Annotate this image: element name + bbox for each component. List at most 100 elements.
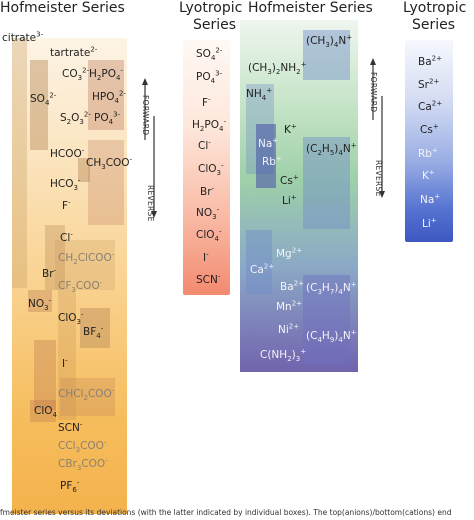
anion-lyotropic-title-line2: Series bbox=[193, 17, 237, 33]
anion-label: NO3- bbox=[196, 205, 220, 222]
anion-label: SCN- bbox=[196, 272, 221, 286]
anion-label: ClO3- bbox=[198, 161, 224, 178]
cation-lyotropic-column bbox=[405, 40, 453, 242]
anion-hofmeister-column bbox=[12, 38, 127, 514]
anion-label: HCO3- bbox=[50, 176, 81, 193]
anion-label: H2PO4- bbox=[192, 117, 226, 134]
anion-label: CH3COO- bbox=[86, 155, 133, 172]
cation-label: K+ bbox=[422, 168, 435, 182]
deviation-box bbox=[88, 140, 124, 225]
deviation-box bbox=[12, 38, 27, 288]
deviation-box bbox=[60, 378, 115, 416]
anion-label: ClO4- bbox=[196, 227, 222, 244]
anion-label: NO3- bbox=[28, 296, 52, 313]
cation-label: (CH3)2NH2+ bbox=[248, 60, 307, 77]
deviation-box bbox=[303, 137, 350, 229]
cation-lyotropic-title-line2: Series bbox=[412, 17, 456, 33]
anion-label: citrate3- bbox=[2, 30, 44, 44]
figure-caption: fmeister series versus its deviations (w… bbox=[0, 508, 452, 517]
cation-label: Rb+ bbox=[262, 154, 282, 168]
deviation-box bbox=[30, 400, 56, 422]
cation-label: C(NH2)3+ bbox=[260, 347, 307, 364]
cation-lyotropic-title-line1: Lyotropic bbox=[403, 0, 467, 16]
deviation-box bbox=[303, 30, 350, 80]
anion-label: I- bbox=[203, 250, 209, 264]
forward-arrow-head bbox=[142, 78, 148, 85]
anion-label: I- bbox=[62, 356, 68, 370]
cation-label: NH4+ bbox=[246, 86, 273, 103]
anion-label: PF6- bbox=[60, 478, 80, 495]
reverse-label-cation: REVERSE bbox=[374, 160, 383, 197]
forward-label-anion: FORWARD bbox=[141, 95, 150, 136]
deviation-box bbox=[256, 124, 276, 188]
deviation-box bbox=[78, 158, 90, 182]
anion-label: CHCl2COO- bbox=[58, 386, 115, 403]
deviation-box bbox=[34, 340, 56, 410]
cation-label: Ca2+ bbox=[418, 99, 443, 113]
anion-lyotropic-column bbox=[183, 40, 230, 295]
anion-label: SO42- bbox=[30, 91, 57, 108]
anion-label: CCl3COO- bbox=[58, 438, 107, 455]
anion-label: SCN- bbox=[58, 420, 83, 434]
cation-label: (CH3)4N+ bbox=[306, 33, 353, 50]
cation-label: Na+ bbox=[258, 136, 279, 150]
cation-label: Cs+ bbox=[280, 173, 299, 187]
cation-hofmeister-title: Hofmeister Series bbox=[248, 0, 373, 16]
anion-label: CH2ClCOO- bbox=[58, 250, 115, 267]
anion-label: HCOO- bbox=[50, 146, 85, 160]
anion-label: CBr3COO- bbox=[58, 456, 108, 473]
anion-hofmeister-title: Hofmeister Series bbox=[0, 0, 125, 16]
anion-label: F- bbox=[62, 198, 71, 212]
anion-lyotropic-title-line1: Lyotropic bbox=[179, 0, 243, 16]
cation-label: Mg2+ bbox=[276, 246, 303, 260]
anion-label: PO43- bbox=[196, 69, 223, 86]
anion-label: SO42- bbox=[196, 46, 223, 63]
forward-label-cation: FORWARD bbox=[369, 72, 378, 113]
cation-label: Li+ bbox=[282, 193, 297, 207]
deviation-box bbox=[246, 230, 272, 294]
reverse-label-anion: REVERSE bbox=[146, 185, 155, 222]
deviation-box bbox=[55, 240, 115, 290]
anion-label: Cl- bbox=[60, 230, 73, 244]
anion-label: S2O32- bbox=[60, 110, 91, 127]
cation-label: (C4H9)4N+ bbox=[306, 328, 357, 345]
direction-arrows-cation bbox=[370, 58, 385, 198]
anion-label: CF3COO- bbox=[58, 278, 103, 295]
deviation-box bbox=[30, 60, 48, 150]
cation-label: Na+ bbox=[420, 192, 441, 206]
reverse-arrow-head bbox=[151, 211, 157, 218]
anion-label: tartrate2- bbox=[50, 45, 98, 59]
anion-label: Br- bbox=[42, 266, 57, 280]
deviation-box bbox=[45, 225, 65, 290]
anion-label: PO43- bbox=[94, 110, 121, 127]
cation-label: Mn2+ bbox=[276, 299, 303, 313]
forward-arrow-head bbox=[370, 58, 376, 65]
anion-label: HPO42- bbox=[92, 89, 126, 106]
cation-label: Cs+ bbox=[420, 122, 439, 136]
cation-label: Li+ bbox=[422, 216, 437, 230]
deviation-box bbox=[80, 308, 110, 348]
cation-hofmeister-column bbox=[240, 20, 358, 372]
anion-label: BF4- bbox=[83, 324, 104, 341]
anion-label: H2PO4- bbox=[89, 66, 123, 83]
cation-label: Sr2+ bbox=[418, 77, 440, 91]
deviation-box bbox=[88, 60, 124, 130]
deviation-box bbox=[28, 290, 52, 312]
deviation-box bbox=[303, 275, 350, 365]
deviation-box bbox=[58, 290, 76, 420]
anion-label: Br- bbox=[200, 184, 215, 198]
reverse-arrow-head bbox=[379, 191, 385, 198]
cation-label: Ba2+ bbox=[418, 54, 442, 68]
cation-label: K+ bbox=[284, 122, 297, 136]
cation-label: Ca2+ bbox=[250, 262, 275, 276]
cation-label: Ba2+ bbox=[280, 279, 304, 293]
anion-label: F- bbox=[202, 95, 211, 109]
cation-label: (C3H7)4N+ bbox=[306, 280, 357, 297]
anion-label: ClO3- bbox=[58, 310, 84, 327]
direction-arrows-anion bbox=[142, 78, 157, 218]
cation-label: (C2H5)4N+ bbox=[306, 141, 357, 158]
anion-label: Cl- bbox=[198, 138, 211, 152]
anion-label: CO32- bbox=[62, 66, 90, 83]
anion-label: ClO4 bbox=[34, 405, 57, 420]
cation-label: Rb+ bbox=[418, 146, 438, 160]
